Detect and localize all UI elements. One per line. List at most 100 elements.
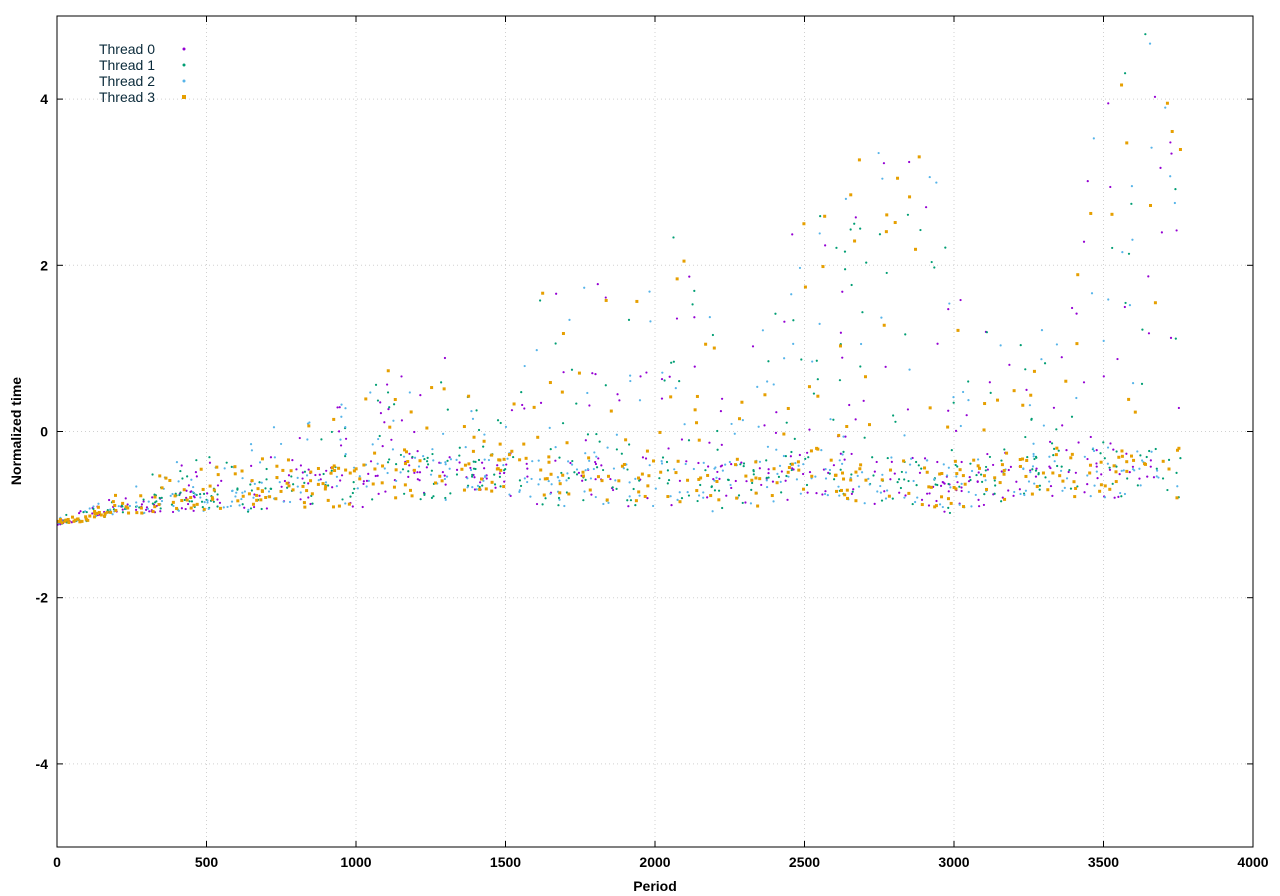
- data-point: [548, 381, 552, 385]
- data-point: [1031, 465, 1035, 468]
- data-point: [558, 498, 561, 501]
- data-point: [1179, 457, 1182, 460]
- data-point: [683, 423, 686, 426]
- data-point: [268, 495, 272, 499]
- data-point: [79, 510, 82, 513]
- data-point: [408, 464, 411, 467]
- data-point: [849, 193, 853, 197]
- data-point: [362, 480, 365, 483]
- data-point: [904, 471, 908, 474]
- data-point: [1048, 480, 1051, 483]
- data-point: [309, 479, 313, 483]
- data-point: [806, 451, 809, 454]
- data-point: [1099, 452, 1102, 455]
- data-point: [535, 349, 538, 352]
- data-point: [429, 473, 433, 476]
- data-point: [250, 464, 253, 467]
- data-point: [265, 467, 268, 471]
- data-point: [900, 470, 903, 474]
- data-point: [967, 490, 970, 494]
- data-point: [947, 466, 950, 469]
- data-point: [678, 479, 682, 482]
- data-point: [666, 469, 669, 472]
- data-point: [56, 519, 60, 523]
- data-point: [947, 308, 950, 311]
- x-tick-label: 3000: [938, 854, 969, 870]
- data-point: [344, 437, 348, 440]
- data-point: [106, 508, 109, 512]
- x-tick-label: 2500: [789, 854, 820, 870]
- data-point: [646, 484, 650, 488]
- data-point: [816, 378, 819, 381]
- data-point: [667, 447, 670, 450]
- data-point: [547, 455, 551, 459]
- data-point: [640, 472, 644, 476]
- data-point: [369, 460, 373, 463]
- data-point: [58, 519, 62, 523]
- data-point: [627, 505, 630, 508]
- data-point: [954, 463, 957, 467]
- data-point: [275, 476, 279, 480]
- data-point: [549, 448, 552, 451]
- data-point: [458, 446, 461, 449]
- data-point: [181, 477, 184, 480]
- data-point: [558, 482, 562, 486]
- data-point: [969, 478, 972, 482]
- series-0: [56, 95, 1180, 526]
- data-point: [872, 474, 875, 477]
- data-point: [374, 383, 378, 386]
- data-point: [1126, 477, 1129, 480]
- data-point: [853, 239, 857, 243]
- grid: [57, 16, 1253, 847]
- data-point: [1112, 448, 1115, 451]
- data-point: [1026, 455, 1029, 459]
- data-point: [715, 476, 718, 479]
- data-point: [526, 475, 529, 478]
- data-point: [678, 491, 681, 494]
- data-point: [111, 500, 115, 504]
- x-tick-label: 1000: [340, 854, 371, 870]
- data-point: [1106, 446, 1110, 449]
- data-point: [158, 496, 161, 500]
- data-point: [818, 322, 821, 325]
- data-point: [802, 487, 806, 491]
- data-point: [1149, 465, 1152, 468]
- data-point: [252, 505, 256, 509]
- data-point: [757, 425, 760, 428]
- data-point: [993, 476, 997, 480]
- data-point: [408, 488, 412, 492]
- data-point: [823, 214, 827, 218]
- data-point: [193, 496, 196, 499]
- data-point: [783, 320, 786, 323]
- data-point: [1000, 459, 1003, 462]
- data-point: [859, 342, 863, 346]
- data-point: [202, 492, 206, 495]
- data-point: [472, 467, 476, 470]
- data-point: [749, 502, 753, 505]
- data-point: [547, 460, 551, 464]
- series-3: [56, 83, 1182, 525]
- data-point: [716, 448, 719, 451]
- data-point: [720, 443, 723, 446]
- data-point: [1153, 301, 1157, 305]
- data-point: [387, 407, 390, 411]
- data-point: [201, 505, 204, 509]
- data-point: [999, 344, 1002, 347]
- data-point: [386, 369, 390, 373]
- data-point: [715, 479, 719, 483]
- data-point: [449, 458, 453, 461]
- data-point: [1120, 83, 1124, 87]
- data-point: [542, 493, 546, 497]
- data-point: [1150, 450, 1153, 453]
- data-point: [929, 485, 933, 489]
- data-point: [688, 275, 691, 278]
- data-point: [798, 453, 801, 457]
- data-point: [567, 492, 571, 496]
- data-point: [697, 461, 700, 465]
- data-point: [1074, 486, 1078, 490]
- data-point: [339, 438, 342, 441]
- data-point: [629, 379, 632, 383]
- data-point: [721, 506, 724, 510]
- data-point: [863, 502, 866, 505]
- data-point: [386, 391, 390, 394]
